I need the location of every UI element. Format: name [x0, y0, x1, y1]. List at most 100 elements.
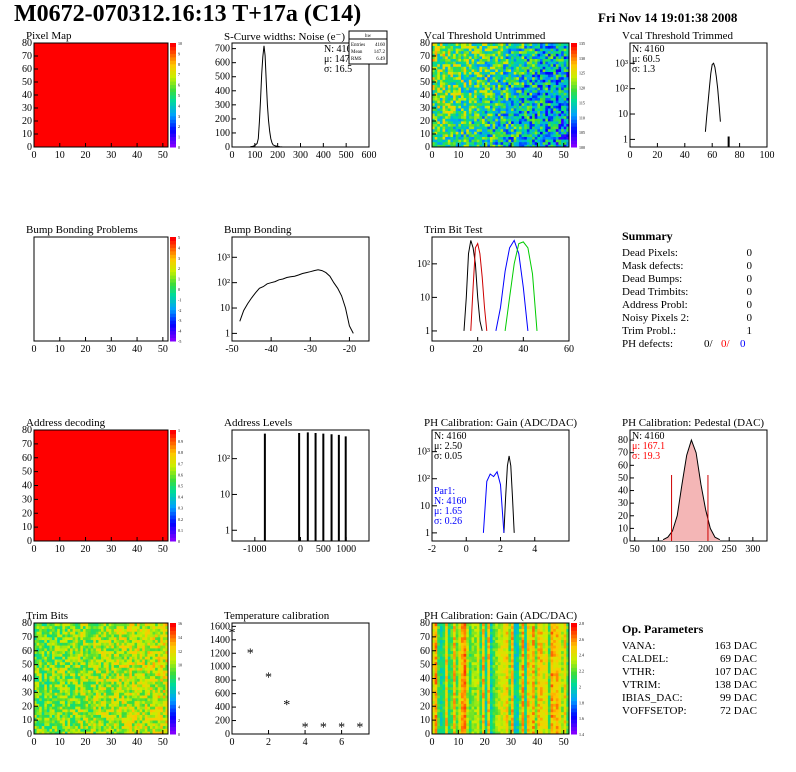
trim-bits-zbar-cell — [170, 708, 176, 713]
trim-bits-cell — [82, 656, 86, 660]
trim-bits-cell — [126, 692, 130, 696]
vcal-untrimmed-cell — [482, 63, 486, 67]
trim-bits-cell — [85, 700, 89, 704]
trim-bits-cell — [108, 728, 112, 732]
vcal-untrimmed-cell — [540, 58, 544, 62]
pixel-map-zbar-cell — [170, 49, 176, 54]
vcal-untrimmed-cell — [460, 92, 465, 96]
summary-label: Dead Trimbits: — [622, 286, 689, 298]
vcal-untrimmed-cell — [511, 131, 515, 135]
vcal-untrimmed-cell — [508, 69, 512, 72]
vcal-untrimmed-cell — [460, 97, 465, 101]
vcal-untrimmed-cell — [434, 87, 438, 91]
trim-bits-cell — [129, 631, 133, 635]
trim-bits-cell — [149, 709, 153, 713]
trim-bits-cell — [52, 634, 56, 638]
address-decoding-zbar-label: 0.6 — [178, 472, 183, 477]
trim-bits-cell — [49, 728, 53, 732]
vcal-untrimmed-cell — [540, 126, 544, 130]
vcal-untrimmed-cell — [434, 108, 438, 111]
vcal-untrimmed-cell — [487, 92, 491, 96]
vcal-untrimmed-cell — [524, 50, 528, 54]
trim-bits-cell — [85, 661, 89, 666]
trim-bits-cell — [98, 711, 102, 715]
vcal-untrimmed-cell — [518, 56, 522, 59]
trim-bits-cell — [77, 661, 81, 666]
vcal-untrimmed-cell — [484, 95, 488, 98]
vcal-untrimmed-cell — [545, 121, 549, 124]
vcal-trimmed-stat-mu: μ: 60.5 — [632, 54, 660, 65]
trim-bits-cell — [103, 636, 107, 641]
trim-bits-zbar-label: 10 — [178, 663, 182, 668]
vcal-untrimmed-cell — [511, 100, 515, 104]
ph-gain-map-cell — [439, 725, 443, 729]
trim-bits-cell — [85, 711, 89, 715]
trim-bits-cell — [49, 681, 53, 685]
trim-bits-cell — [59, 659, 63, 663]
trim-bits-cell — [34, 664, 37, 668]
trim-bit-series-1 — [470, 242, 488, 331]
vcal-untrimmed-cell — [447, 69, 451, 72]
trim-bits-cell — [144, 656, 148, 660]
vcal-untrimmed-cell — [529, 134, 533, 137]
address-decoding-ytick-label: 50 — [22, 467, 32, 478]
vcal-untrimmed-cell — [474, 113, 478, 117]
vcal-untrimmed-cell — [537, 61, 541, 65]
ph-gain-map-cell — [432, 653, 436, 657]
vcal-untrimmed-cell — [463, 105, 467, 109]
temperature-point: * — [338, 720, 345, 735]
trim-bits-cell — [108, 650, 112, 654]
trim-bits-cell — [80, 628, 84, 632]
trim-bits-cell — [144, 639, 148, 643]
vcal-untrimmed-cell — [558, 113, 562, 117]
vcal-untrimmed-cell — [540, 43, 544, 46]
vcal-untrimmed-cell — [540, 97, 544, 101]
ph-gain-map-cell — [437, 659, 441, 663]
vcal-untrimmed-cell — [516, 123, 520, 127]
vcal-untrimmed-cell — [484, 45, 488, 49]
vcal-untrimmed-cell — [532, 121, 536, 124]
vcal-untrimmed-cell — [550, 92, 554, 96]
trim-bits-cell — [165, 623, 169, 627]
vcal-untrimmed-cell — [540, 108, 544, 111]
trim-bits-cell — [54, 686, 58, 690]
trim-bits-cell — [64, 709, 68, 713]
trim-bits-cell — [129, 678, 133, 682]
vcal-untrimmed-cell — [476, 43, 480, 46]
trim-bits-cell — [93, 675, 97, 679]
vcal-untrimmed-cell — [482, 48, 486, 52]
vcal-untrimmed-cell — [513, 82, 517, 85]
trim-bits-cell — [59, 686, 63, 690]
vcal-untrimmed-cell — [487, 58, 491, 62]
trim-bits-cell — [52, 722, 56, 727]
vcal-untrimmed-cell — [526, 82, 530, 85]
trim-bits-cell — [124, 661, 128, 666]
trim-bits-cell — [121, 731, 125, 735]
trim-bits-cell — [46, 725, 50, 729]
vcal-untrimmed-cell — [489, 71, 493, 75]
trim-bits-cell — [93, 720, 97, 724]
vcal-untrimmed-cell — [532, 69, 536, 72]
trim-bits-cell — [129, 689, 133, 693]
vcal-untrimmed-cell — [439, 50, 443, 54]
vcal-untrimmed-cell — [532, 84, 536, 88]
trim-bits-cell — [165, 692, 169, 696]
vcal-untrimmed-cell — [511, 89, 515, 93]
trim-bits-cell — [106, 625, 110, 629]
vcal-untrimmed-cell — [460, 84, 465, 88]
trim-bits-cell — [134, 681, 138, 685]
vcal-untrimmed-cell — [529, 115, 533, 119]
trim-bits-cell — [62, 636, 66, 641]
vcal-untrimmed-cell — [540, 87, 544, 91]
trim-bits-cell — [162, 631, 166, 635]
scurve-xtick-label: 0 — [230, 150, 235, 161]
scurve-stat-sigma: σ: 16.5 — [324, 64, 352, 75]
vcal-untrimmed-cell — [450, 136, 454, 140]
vcal-untrimmed-cell — [482, 79, 486, 83]
vcal-untrimmed-cell — [534, 56, 538, 59]
pixel-map-fill — [34, 43, 168, 147]
trim-bits-cell — [49, 711, 53, 715]
vcal-untrimmed-cell — [484, 89, 488, 93]
ph-gain-map-cell — [439, 672, 443, 677]
trim-bits-cell — [162, 728, 166, 732]
